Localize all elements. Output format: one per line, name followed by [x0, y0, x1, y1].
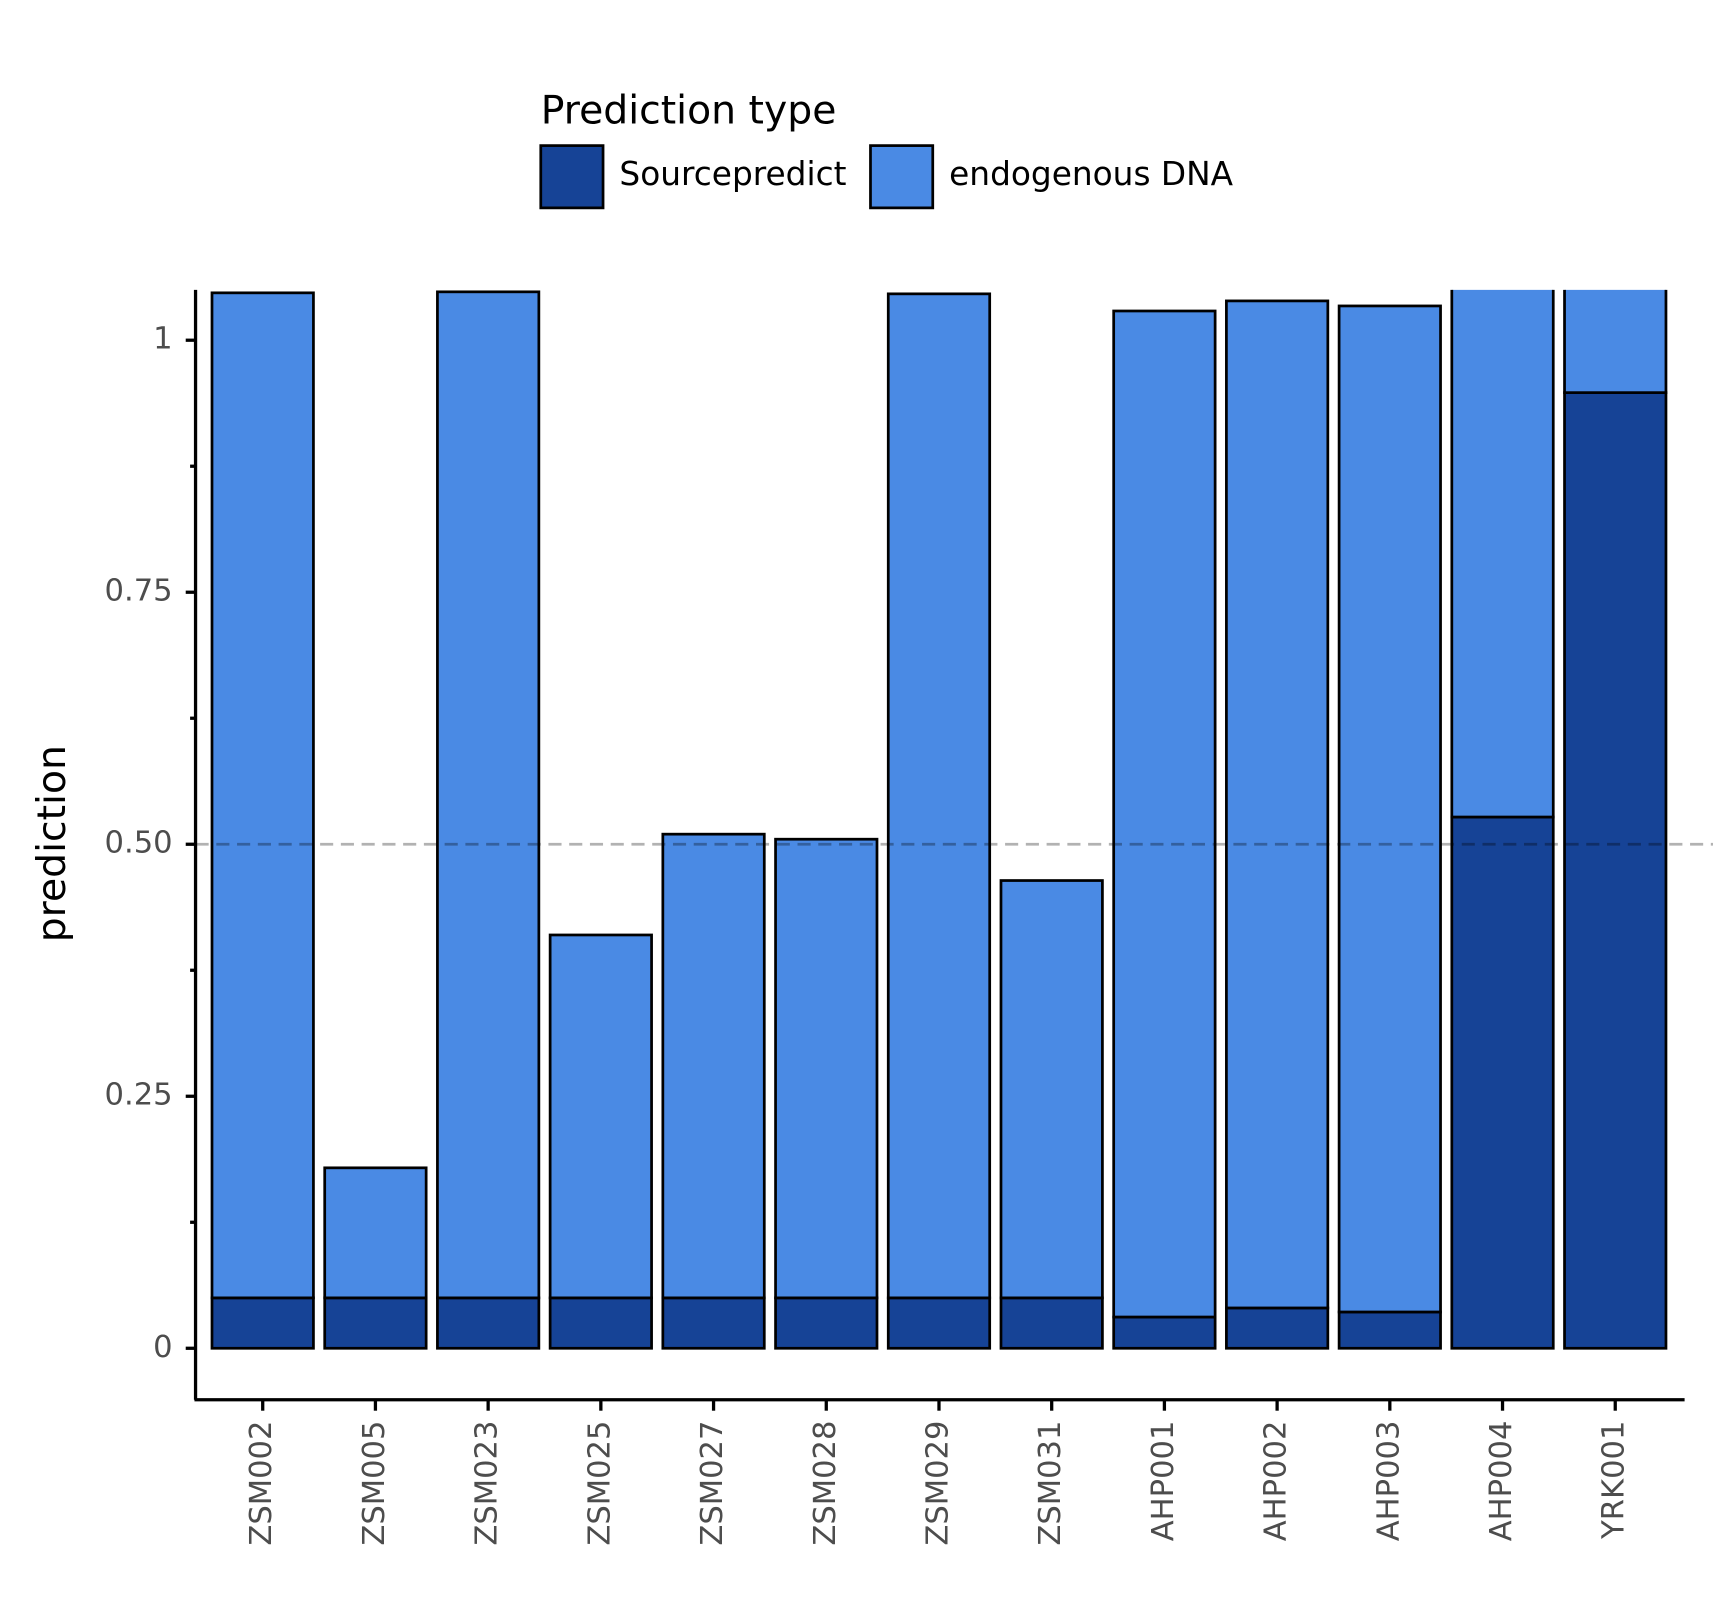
x-tick-label: ZSM027 — [695, 1421, 730, 1546]
bar-segment — [999, 1296, 1104, 1350]
bar-segment — [1450, 289, 1555, 819]
x-tick-label: AHP001 — [1146, 1421, 1181, 1542]
legend-title: Prediction type — [541, 88, 837, 133]
x-tick-label: ZSM025 — [582, 1421, 617, 1546]
bar-segment — [886, 1296, 992, 1350]
legend-label: endogenous DNA — [949, 155, 1234, 193]
x-tick-label: ZSM023 — [470, 1421, 505, 1546]
bar-segment — [1225, 299, 1330, 1310]
bar-segment — [1450, 815, 1555, 1350]
x-tick-label: ZSM005 — [357, 1421, 392, 1546]
bar-segment — [1563, 391, 1668, 1350]
plot-area — [210, 289, 1668, 1350]
bar-segment — [323, 1296, 428, 1350]
legend-label: Sourcepredict — [619, 155, 846, 193]
legend-swatch — [869, 144, 935, 210]
bar-segment — [661, 1296, 766, 1350]
bar-segment — [1337, 304, 1442, 1314]
bar-segment — [548, 1296, 653, 1350]
y-tick-label: 0.50 — [105, 826, 173, 861]
x-tick-label: AHP004 — [1484, 1421, 1519, 1542]
bar-segment — [436, 1296, 541, 1350]
y-tick-label: 0.75 — [105, 574, 173, 609]
bar-segment — [436, 290, 541, 1300]
bar-segment — [1337, 1310, 1442, 1350]
bar-segment — [1563, 289, 1668, 395]
bar-segment — [210, 1296, 315, 1350]
bar-segment — [323, 1166, 428, 1300]
bar-segment — [548, 933, 653, 1300]
bar-segment — [886, 292, 992, 1300]
x-tick-label: ZSM002 — [244, 1421, 279, 1546]
y-tick-label: 1 — [153, 322, 172, 357]
x-tick-label: ZSM029 — [920, 1421, 955, 1546]
bar-segment — [1225, 1306, 1330, 1350]
bar-segment — [774, 1296, 879, 1350]
bar-segment — [1112, 309, 1217, 1319]
bar-segment — [210, 291, 315, 1300]
x-tick-label: AHP003 — [1371, 1421, 1406, 1542]
y-tick-label: 0.25 — [105, 1078, 173, 1113]
y-tick-label: 0 — [153, 1330, 172, 1365]
x-tick-label: AHP002 — [1259, 1421, 1294, 1542]
bar-segment — [1112, 1315, 1217, 1350]
y-axis-title: prediction — [30, 745, 75, 942]
x-tick-label: ZSM028 — [808, 1421, 843, 1546]
bar-segment — [999, 879, 1104, 1300]
bar-segment — [661, 832, 766, 1300]
x-tick-label: YRK001 — [1597, 1421, 1632, 1540]
legend-swatch — [539, 144, 605, 210]
bar-segment — [774, 837, 879, 1300]
x-tick-label: ZSM031 — [1033, 1421, 1068, 1546]
